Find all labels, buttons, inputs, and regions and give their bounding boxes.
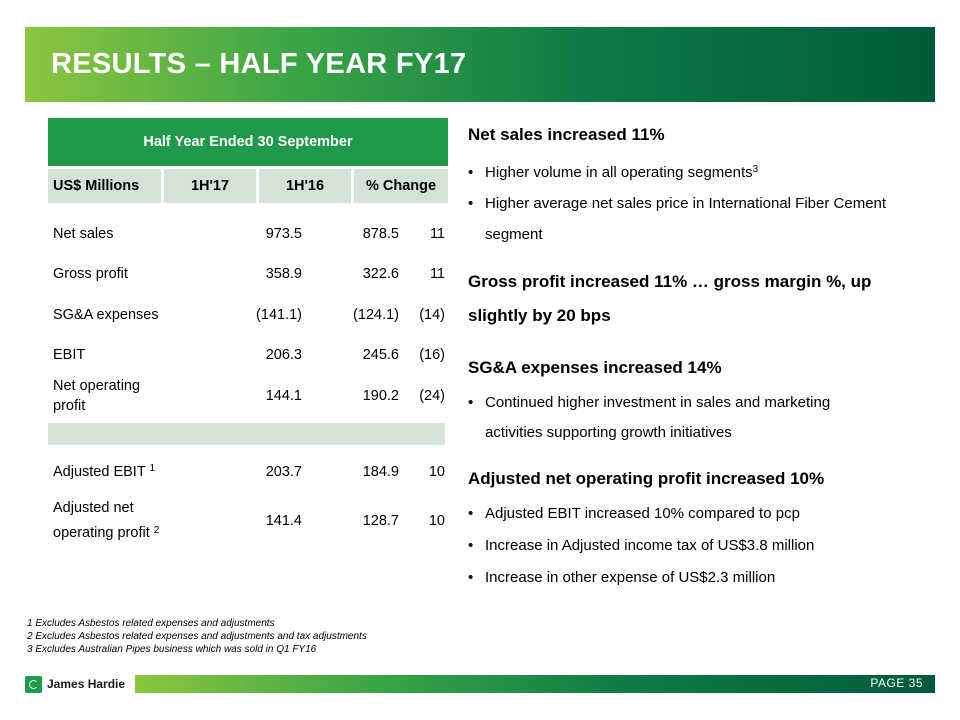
table-row: Gross profit 358.9 322.6 11 [48, 263, 448, 285]
column-header: 1H'17 [164, 169, 256, 203]
section-heading: Adjusted net operating profit increased … [468, 469, 825, 488]
cell-value: (16) [419, 347, 445, 363]
results-table: Half Year Ended 30 September US$ Million… [48, 118, 448, 541]
cell-value: 358.9 [265, 266, 302, 282]
table-column-headers: US$ Millions 1H'17 1H'16 % Change [48, 169, 448, 203]
footnote: 3 Excludes Australian Pipes business whi… [27, 644, 317, 655]
page-number: PAGE 35 [870, 676, 923, 690]
footnote-ref: 2 [153, 525, 160, 536]
table-row: Adjusted net operating profit 2 141.4 12… [48, 496, 448, 546]
bullet-item: • Higher volume in all operating segments… [468, 164, 759, 181]
cell-value: 206.3 [265, 347, 302, 363]
table-row: Net sales 973.5 878.5 11 [48, 223, 448, 245]
footnote-ref: 3 [752, 164, 759, 175]
cell-value: 11 [429, 226, 445, 242]
bullet-item: • Continued higher investment in sales an… [468, 394, 831, 411]
bullet-item: • Increase in Adjusted income tax of US$3… [468, 537, 815, 554]
bullet-continuation: activities supporting growth initiatives [485, 424, 732, 441]
row-label: Gross profit [53, 266, 128, 282]
table-row: Adjusted EBIT 1 203.7 184.9 10 [48, 461, 448, 483]
bullet-item: • Higher average net sales price in Inter… [468, 195, 887, 212]
cell-value: (124.1) [353, 307, 399, 323]
bullet-item: • Adjusted EBIT increased 10% compared to… [468, 505, 800, 522]
row-label: Adjusted net operating profit 2 [53, 500, 160, 541]
cell-value: 973.5 [265, 226, 302, 242]
column-header: US$ Millions [48, 169, 161, 203]
footnote: 2 Excludes Asbestos related expenses and… [27, 631, 367, 642]
section-heading: Net sales increased 11% [468, 125, 665, 144]
company-logo: James Hardie [25, 672, 130, 696]
cell-value: 11 [429, 266, 445, 282]
table-separator-band [48, 423, 445, 445]
row-label: SG&A expenses [53, 307, 159, 323]
cell-value: (141.1) [256, 307, 302, 323]
cell-value: 184.9 [362, 464, 399, 480]
row-label: Net sales [53, 226, 114, 242]
cell-value: 322.6 [362, 266, 399, 282]
logo-mark-icon [25, 675, 42, 693]
cell-value: 10 [428, 513, 445, 529]
table-caption: Half Year Ended 30 September [48, 118, 448, 166]
cell-value: 878.5 [362, 226, 399, 242]
section-heading-continuation: slightly by 20 bps [468, 306, 611, 325]
section-heading: SG&A expenses increased 14% [468, 358, 722, 377]
row-label: Net operating profit [53, 378, 141, 414]
row-label: EBIT [53, 347, 86, 363]
logo-text: James Hardie [47, 677, 126, 691]
cell-value: 190.2 [362, 388, 399, 404]
column-header: 1H'16 [259, 169, 351, 203]
table-row: EBIT 206.3 245.6 (16) [48, 344, 448, 366]
cell-value: (14) [419, 307, 445, 323]
cell-value: 10 [428, 464, 445, 480]
footnotes: 1 Excludes Asbestos related expenses and… [27, 617, 367, 656]
footnote-ref: 1 [149, 463, 156, 474]
footnote: 1 Excludes Asbestos related expenses and… [27, 618, 275, 629]
cell-value: 141.4 [265, 513, 302, 529]
cell-value: 144.1 [265, 388, 302, 404]
bullet-item: • Increase in other expense of US$2.3 mil… [468, 569, 776, 586]
page-title: RESULTS – HALF YEAR FY17 [51, 48, 467, 80]
cell-value: 128.7 [362, 513, 399, 529]
table-row: SG&A expenses (141.1) (124.1) (14) [48, 304, 448, 326]
cell-value: 245.6 [362, 347, 399, 363]
footer-bar: PAGE 35 [135, 675, 935, 693]
table-row: Net operating profit 144.1 190.2 (24) [48, 375, 448, 417]
section-heading: Gross profit increased 11% … gross margi… [468, 272, 872, 291]
column-header: % Change [354, 169, 448, 203]
title-banner: RESULTS – HALF YEAR FY17 [25, 27, 935, 102]
cell-value: 203.7 [265, 464, 302, 480]
cell-value: (24) [419, 388, 445, 404]
bullet-continuation: segment [485, 226, 543, 243]
row-label: Adjusted EBIT 1 [53, 463, 156, 480]
